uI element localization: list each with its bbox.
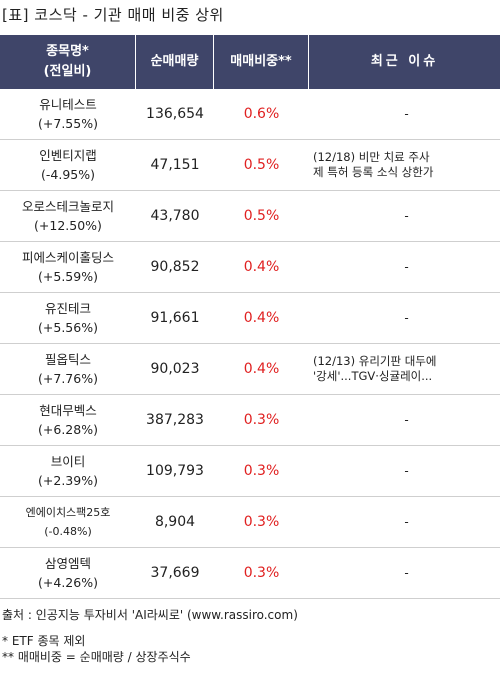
trade-ratio: 0.3% bbox=[243, 463, 280, 479]
table-row: 유진테크 (+5.56%) 91,661 0.4% - bbox=[0, 293, 500, 344]
stock-name: 필옵틱스 bbox=[44, 352, 91, 367]
issue-line: 제 특허 등록 소식 상한가 bbox=[313, 165, 434, 179]
header-name: 종목명* (전일비) bbox=[0, 35, 136, 89]
price-change: (+7.76%) bbox=[38, 371, 98, 386]
price-change: (+2.39%) bbox=[38, 473, 98, 488]
net-volume: 109,793 bbox=[146, 463, 204, 479]
table-row: 엔에이치스팩25호 (-0.48%) 8,904 0.3% - bbox=[0, 497, 500, 548]
net-volume: 37,669 bbox=[150, 565, 200, 581]
price-change: (-0.48%) bbox=[44, 525, 92, 538]
table-row: 오로스테크놀로지 (+12.50%) 43,780 0.5% - bbox=[0, 191, 500, 242]
trade-ratio: 0.3% bbox=[243, 514, 280, 530]
price-change: (+5.56%) bbox=[38, 320, 98, 335]
recent-issue: - bbox=[404, 310, 409, 325]
trade-ratio: 0.4% bbox=[243, 361, 280, 377]
stock-name: 오로스테크놀로지 bbox=[21, 199, 114, 214]
table-row: 유니테스트 (+7.55%) 136,654 0.6% - bbox=[0, 89, 500, 140]
recent-issue: - bbox=[404, 514, 409, 529]
net-volume: 91,661 bbox=[150, 310, 200, 326]
price-change: (+4.26%) bbox=[38, 575, 98, 590]
recent-issue: - bbox=[404, 412, 409, 427]
net-volume: 90,852 bbox=[150, 259, 200, 275]
header-volume: 순매매량 bbox=[136, 35, 214, 89]
trade-ratio: 0.3% bbox=[243, 412, 280, 428]
table-header: 종목명* (전일비) 순매매량 매매비중** 최근 이슈 bbox=[0, 35, 500, 89]
price-change: (-4.95%) bbox=[41, 167, 95, 182]
price-change: (+7.55%) bbox=[38, 116, 98, 131]
recent-issue: (12/13) 유리기판 대두에 '강세'...TGV·싱귤레이... bbox=[309, 344, 500, 394]
recent-issue: - bbox=[404, 106, 409, 121]
trade-ratio: 0.3% bbox=[243, 565, 280, 581]
trade-ratio: 0.6% bbox=[243, 106, 280, 122]
table-row: 브이티 (+2.39%) 109,793 0.3% - bbox=[0, 446, 500, 497]
stock-name: 엔에이치스팩25호 bbox=[25, 506, 111, 519]
price-change: (+12.50%) bbox=[34, 218, 102, 233]
trade-ratio: 0.5% bbox=[243, 208, 280, 224]
header-name-line2: (전일비) bbox=[43, 64, 92, 79]
issue-line: '강세'...TGV·싱귤레이... bbox=[313, 369, 433, 383]
stock-name-cell: 삼영엠텍 (+4.26%) bbox=[0, 548, 136, 598]
stock-name-cell: 현대무벡스 (+6.28%) bbox=[0, 395, 136, 445]
table-row: 현대무벡스 (+6.28%) 387,283 0.3% - bbox=[0, 395, 500, 446]
recent-issue: - bbox=[404, 208, 409, 223]
stock-name-cell: 인벤티지랩 (-4.95%) bbox=[0, 140, 136, 190]
ratio-note: ** 매매비중 = 순매매량 / 상장주식수 bbox=[2, 650, 191, 664]
recent-issue: - bbox=[404, 259, 409, 274]
issue-line: (12/18) 비만 치료 주사 bbox=[313, 150, 430, 164]
recent-issue: - bbox=[404, 463, 409, 478]
footer: 출처 : 인공지능 투자비서 'AI라씨로' (www.rassiro.com)… bbox=[2, 607, 298, 665]
stock-name-cell: 오로스테크놀로지 (+12.50%) bbox=[0, 191, 136, 241]
stock-name-cell: 피에스케이홀딩스 (+5.59%) bbox=[0, 242, 136, 292]
stock-name-cell: 필옵틱스 (+7.76%) bbox=[0, 344, 136, 394]
institution-trading-table: 종목명* (전일비) 순매매량 매매비중** 최근 이슈 유니테스트 (+7.55… bbox=[0, 35, 500, 599]
etf-note: * ETF 종목 제외 bbox=[2, 634, 86, 648]
issue-line: (12/13) 유리기판 대두에 bbox=[313, 354, 437, 368]
page-title: [표] 코스닥 - 기관 매매 비중 상위 bbox=[2, 6, 224, 24]
stock-name-cell: 유니테스트 (+7.55%) bbox=[0, 89, 136, 139]
recent-issue: (12/18) 비만 치료 주사 제 특허 등록 소식 상한가 bbox=[309, 140, 500, 190]
table-row: 인벤티지랩 (-4.95%) 47,151 0.5% (12/18) 비만 치료 주사 제… bbox=[0, 140, 500, 191]
price-change: (+6.28%) bbox=[38, 422, 98, 437]
price-change: (+5.59%) bbox=[38, 269, 98, 284]
stock-name: 유니테스트 bbox=[39, 97, 97, 112]
table-row: 필옵틱스 (+7.76%) 90,023 0.4% (12/13) 유리기판 대두에 '강… bbox=[0, 344, 500, 395]
stock-name-cell: 유진테크 (+5.56%) bbox=[0, 293, 136, 343]
trade-ratio: 0.4% bbox=[243, 259, 280, 275]
net-volume: 136,654 bbox=[146, 106, 204, 122]
stock-name: 현대무벡스 bbox=[39, 403, 97, 418]
trade-ratio: 0.4% bbox=[243, 310, 280, 326]
net-volume: 8,904 bbox=[154, 514, 196, 530]
stock-name: 피에스케이홀딩스 bbox=[21, 250, 114, 265]
stock-name: 삼영엠텍 bbox=[44, 556, 91, 571]
stock-name: 브이티 bbox=[50, 454, 86, 469]
table-body: 유니테스트 (+7.55%) 136,654 0.6% - 인벤티지랩 (-4.95%) 47… bbox=[0, 89, 500, 599]
stock-name-cell: 엔에이치스팩25호 (-0.48%) bbox=[0, 497, 136, 547]
header-issue: 최근 이슈 bbox=[370, 54, 439, 69]
net-volume: 90,023 bbox=[150, 361, 200, 377]
stock-name-cell: 브이티 (+2.39%) bbox=[0, 446, 136, 496]
net-volume: 387,283 bbox=[146, 412, 204, 428]
stock-name: 인벤티지랩 bbox=[39, 148, 97, 163]
net-volume: 43,780 bbox=[150, 208, 200, 224]
header-ratio: 매매비중** bbox=[214, 35, 309, 89]
net-volume: 47,151 bbox=[150, 157, 200, 173]
header-name-line1: 종목명* bbox=[46, 44, 89, 59]
stock-name: 유진테크 bbox=[44, 301, 91, 316]
recent-issue: - bbox=[404, 565, 409, 580]
trade-ratio: 0.5% bbox=[243, 157, 280, 173]
source-note: 출처 : 인공지능 투자비서 'AI라씨로' (www.rassiro.com) bbox=[2, 608, 298, 622]
table-row: 삼영엠텍 (+4.26%) 37,669 0.3% - bbox=[0, 548, 500, 599]
table-row: 피에스케이홀딩스 (+5.59%) 90,852 0.4% - bbox=[0, 242, 500, 293]
